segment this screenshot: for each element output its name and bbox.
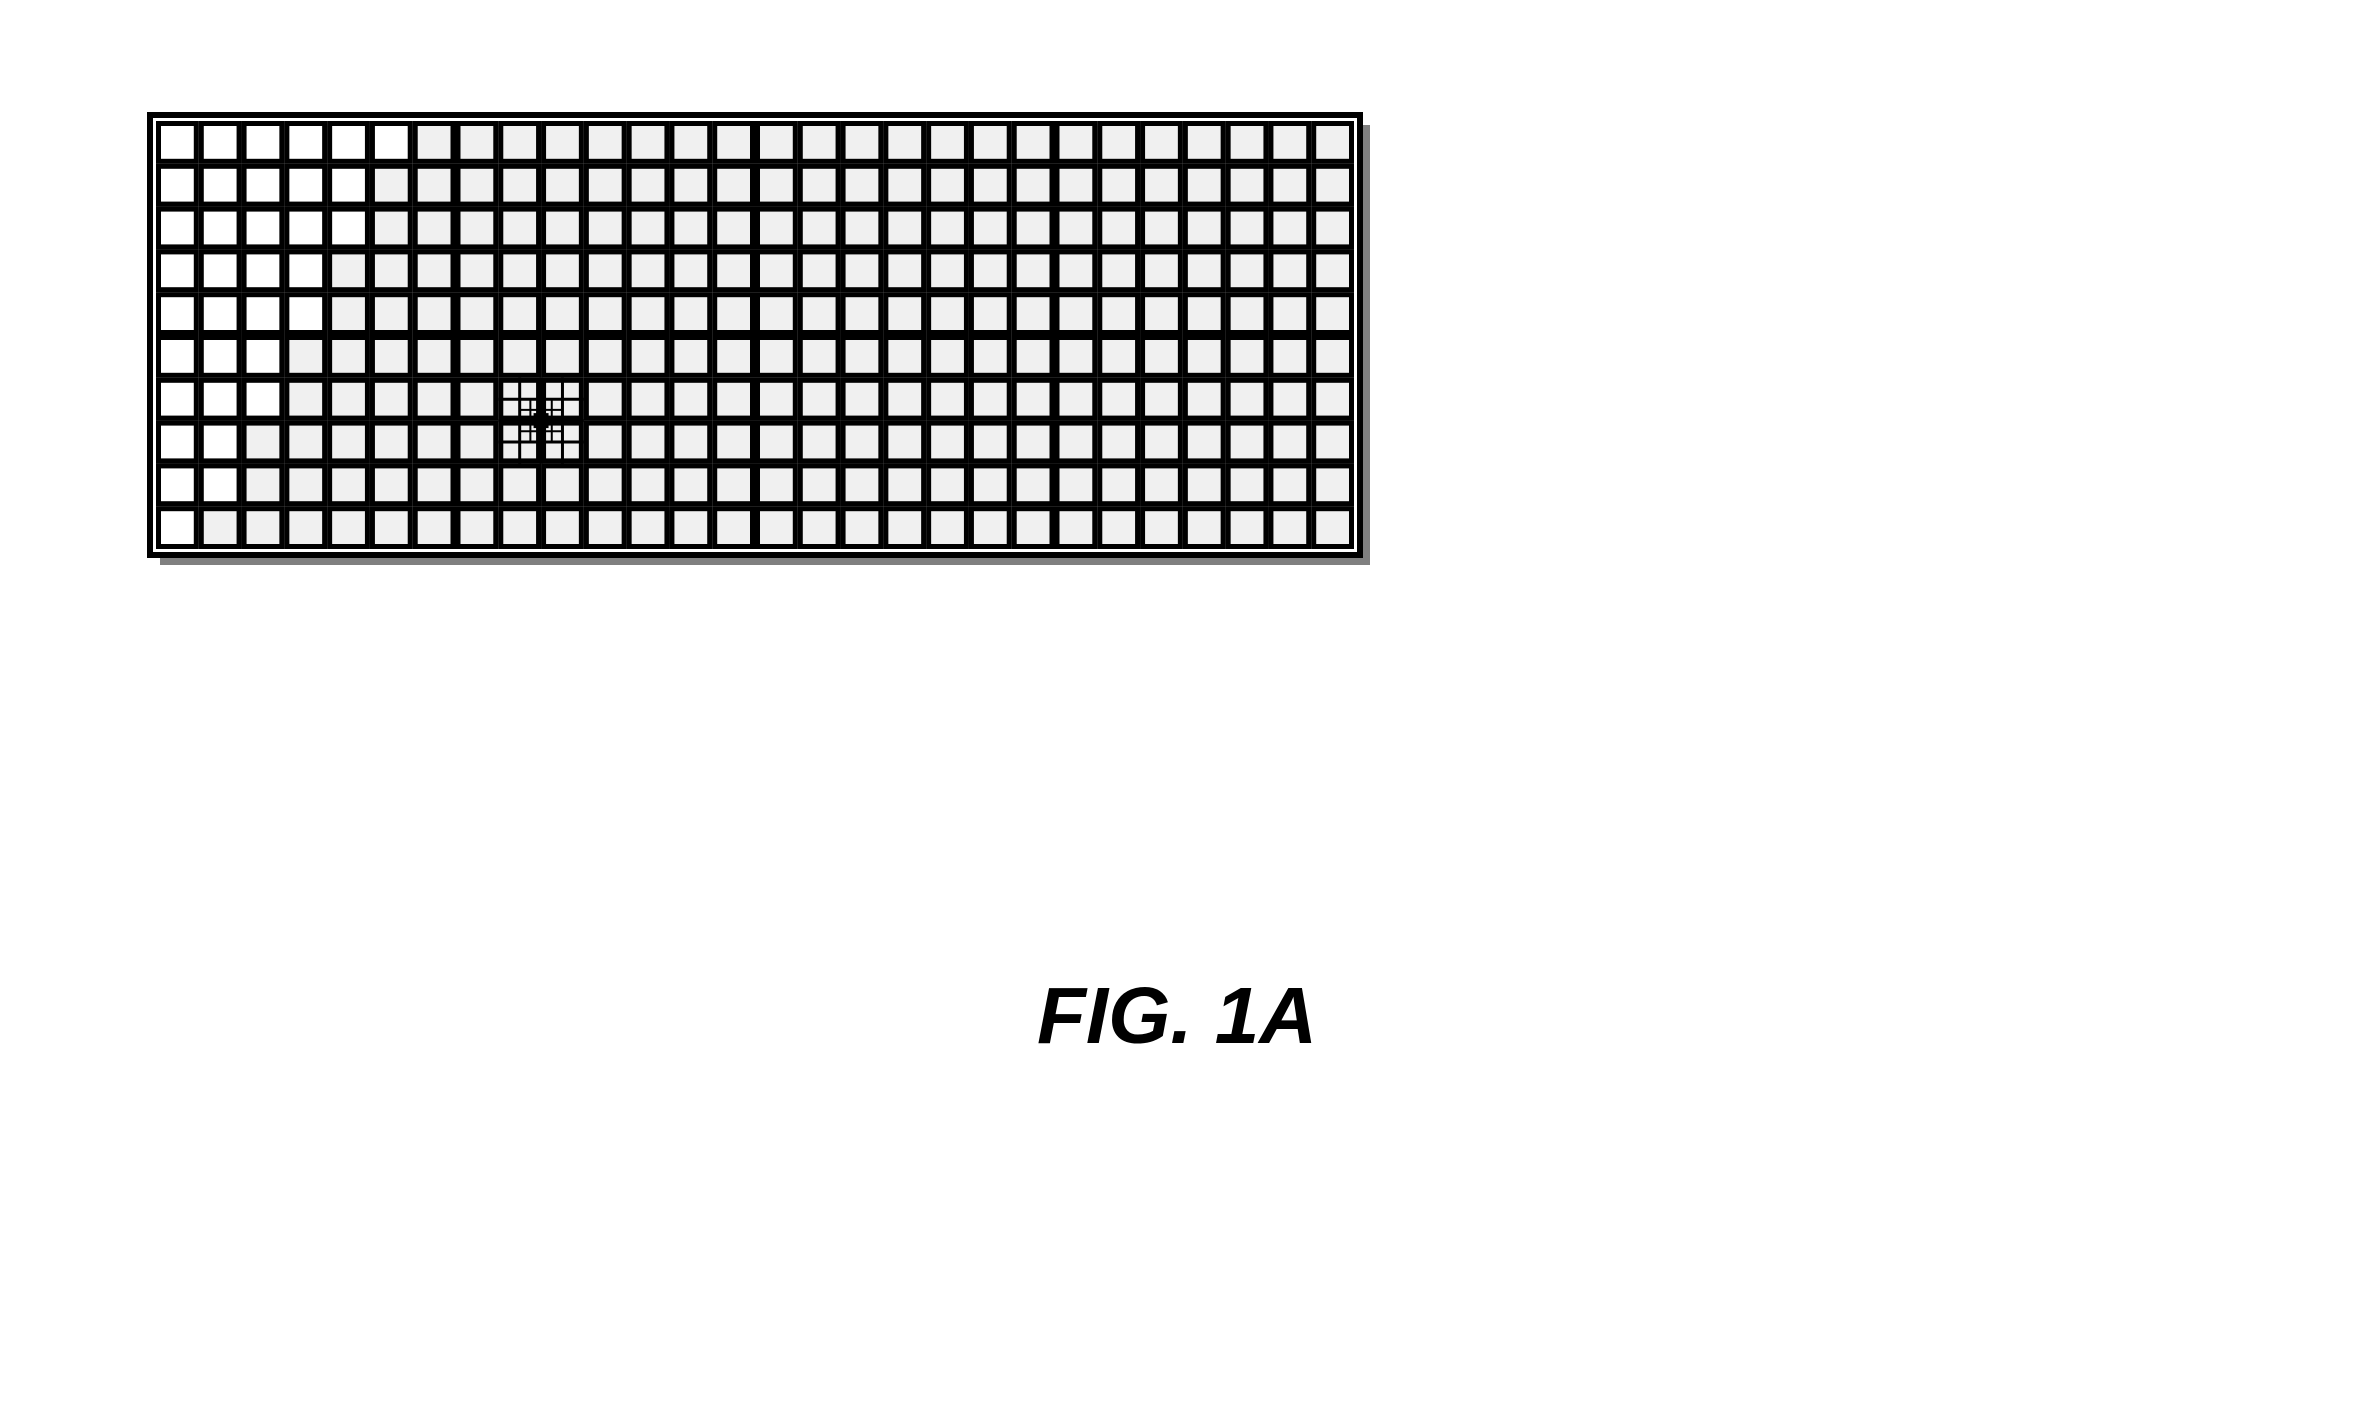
mesh-diagram (0, 0, 2354, 1415)
figure-caption: FIG. 1A (0, 970, 2354, 1062)
page: FIG. 1A (0, 0, 2354, 1415)
